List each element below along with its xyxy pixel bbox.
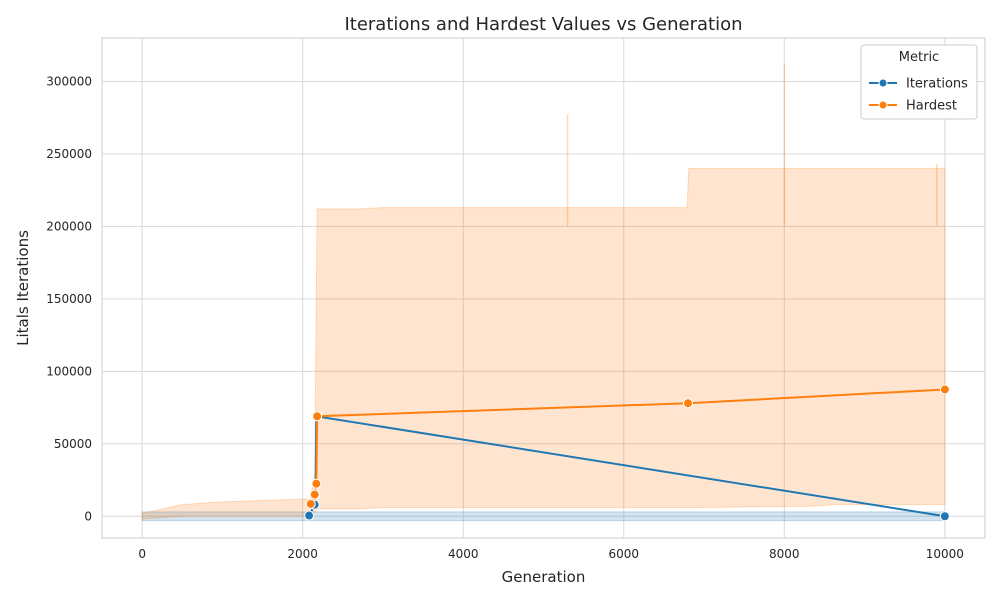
x-tick-label: 8000 <box>769 547 800 561</box>
y-tick-label: 50000 <box>54 437 92 451</box>
legend-box <box>860 44 978 120</box>
hardest-point <box>305 498 316 509</box>
x-tick-label: 6000 <box>608 547 639 561</box>
legend-iterations-marker <box>878 78 888 88</box>
x-tick-label: 4000 <box>448 547 479 561</box>
legend-iterations-label: Iterations <box>906 77 968 92</box>
iterations-point <box>939 511 950 522</box>
hardest-point <box>311 478 322 489</box>
y-axis-label: Litals Iterations <box>14 230 32 346</box>
legend-hardest-marker <box>878 100 888 110</box>
hardest-point <box>682 398 693 409</box>
legend-title: Metric <box>899 50 939 65</box>
y-tick-label: 100000 <box>46 364 92 378</box>
y-tick-label: 150000 <box>46 292 92 306</box>
y-tick-label: 300000 <box>46 74 92 88</box>
confidence-bands <box>141 64 946 522</box>
legend-items: Iterations Hardest <box>869 77 968 114</box>
y-tick-label: 200000 <box>46 219 92 233</box>
hardest-point <box>939 384 950 395</box>
series-markers <box>304 384 950 522</box>
legend: Metric Iterations Hardest <box>860 44 978 120</box>
x-axis-label: Generation <box>502 568 586 586</box>
iterations-point <box>304 510 315 521</box>
hardest-point <box>309 489 320 500</box>
plot-background <box>101 37 986 539</box>
legend-hardest-label: Hardest <box>906 99 957 114</box>
x-tick-label: 2000 <box>287 547 318 561</box>
hardest-point <box>312 411 323 422</box>
x-axis-ticks: 0 2000 4000 6000 8000 10000 <box>138 547 964 561</box>
x-tick-label: 10000 <box>926 547 964 561</box>
grid-lines <box>102 38 985 538</box>
y-tick-label: 0 <box>84 509 92 523</box>
x-tick-label: 0 <box>138 547 146 561</box>
y-axis-ticks: 0 50000 100000 150000 200000 250000 300000 <box>46 74 92 523</box>
y-tick-label: 250000 <box>46 147 92 161</box>
chart-title: Iterations and Hardest Values vs Generat… <box>344 14 742 35</box>
